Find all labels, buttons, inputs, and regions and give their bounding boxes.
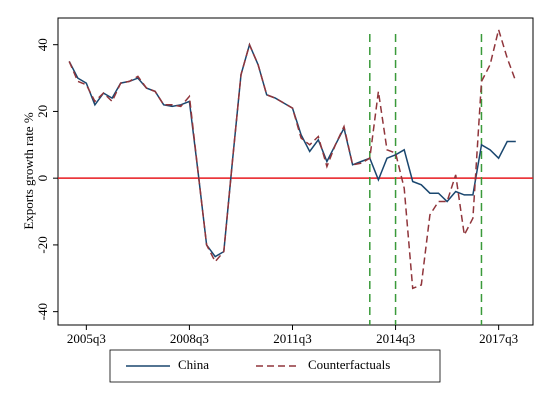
y-axis-label: Exports growth rate % [21, 112, 36, 230]
x-tick-label: 2017q3 [479, 331, 518, 346]
y-tick-label: -40 [35, 303, 50, 320]
x-tick-label: 2011q3 [273, 331, 312, 346]
legend-label: Counterfactuals [308, 357, 390, 372]
y-tick-label: 0 [35, 175, 50, 182]
y-tick-label: 40 [35, 38, 50, 51]
x-tick-label: 2008q3 [170, 331, 209, 346]
series-line [68, 26, 517, 290]
legend-label: China [178, 357, 209, 372]
x-tick-label: 2014q3 [376, 331, 415, 346]
y-tick-label: -20 [35, 236, 50, 253]
plot-frame [57, 17, 534, 326]
y-tick-label: 20 [35, 105, 50, 118]
x-tick-label: 2005q3 [67, 331, 106, 346]
